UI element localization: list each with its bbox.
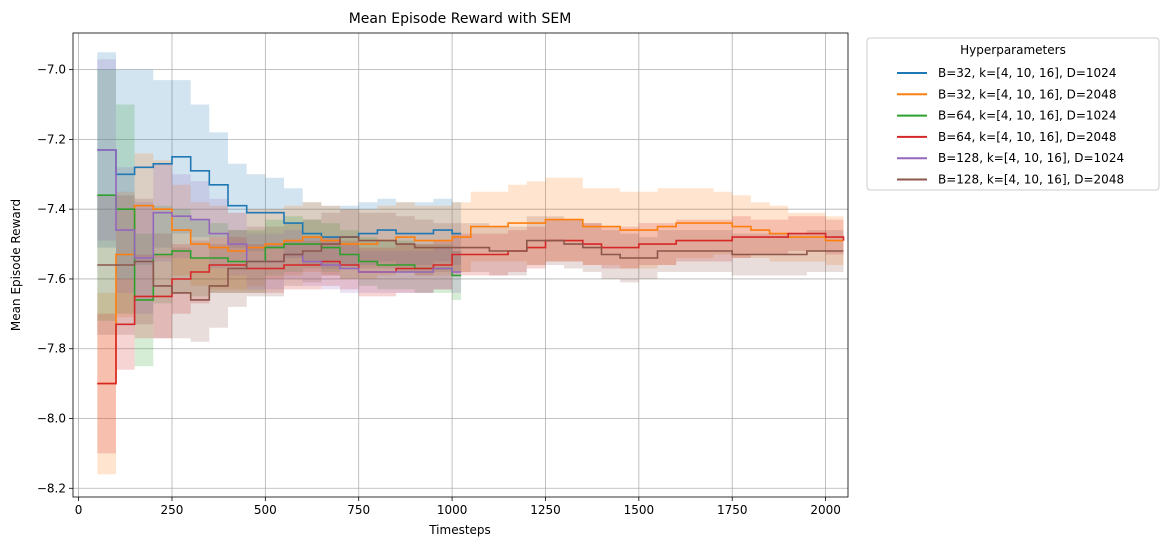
plot-frame (72, 32, 849, 498)
sem-bands (97, 52, 844, 475)
legend-entry: B=32, k=[4, 10, 16], D=1024 (938, 66, 1116, 80)
legend-entry: B=32, k=[4, 10, 16], D=2048 (938, 87, 1116, 101)
y-axis-label: Mean Episode Reward (9, 199, 23, 331)
x-tick-label: 500 (254, 503, 277, 517)
y-tick-label: −8.0 (37, 412, 66, 426)
y-tick-label: −7.4 (37, 202, 66, 216)
legend-entry: B=64, k=[4, 10, 16], D=2048 (938, 130, 1116, 144)
x-axis-ticks: 0 250 500 750 1000 1250 1500 1750 2000 (75, 497, 841, 517)
y-tick-label: −7.0 (37, 63, 66, 77)
x-axis-label: Timesteps (428, 523, 491, 537)
x-tick-label: 2000 (810, 503, 841, 517)
x-tick-label: 250 (161, 503, 184, 517)
y-tick-label: −8.2 (37, 481, 66, 495)
series-line (97, 149, 462, 238)
series-line (97, 204, 844, 385)
sem-band (97, 59, 462, 314)
x-tick-label: 1250 (530, 503, 561, 517)
legend-entry: B=128, k=[4, 10, 16], D=2048 (938, 173, 1124, 187)
series-line (97, 236, 844, 301)
chart-title: Mean Episode Reward with SEM (349, 11, 572, 27)
sem-band (97, 216, 844, 454)
legend-entry: B=128, k=[4, 10, 16], D=1024 (938, 151, 1124, 165)
y-tick-label: −7.6 (37, 272, 66, 286)
sem-band (97, 69, 462, 367)
y-axis-ticks: −8.2 −8.0 −7.8 −7.6 −7.4 −7.2 −7.0 (37, 63, 73, 495)
x-tick-label: 750 (347, 503, 370, 517)
x-tick-label: 1750 (717, 503, 748, 517)
sem-band (97, 195, 844, 342)
legend-title: Hyperparameters (960, 43, 1066, 57)
x-tick-label: 1500 (624, 503, 655, 517)
sem-band (97, 153, 844, 475)
legend-frame (866, 37, 1160, 191)
x-tick-label: 0 (75, 503, 83, 517)
legend-entry: B=64, k=[4, 10, 16], D=1024 (938, 109, 1116, 123)
x-tick-label: 1000 (437, 503, 468, 517)
sem-band (97, 52, 462, 280)
series-line (97, 232, 845, 385)
series-lines (97, 149, 845, 385)
grid (73, 33, 848, 497)
y-tick-label: −7.8 (37, 342, 66, 356)
y-tick-label: −7.2 (37, 132, 66, 146)
legend: Hyperparameters B=32, k=[4, 10, 16], D=1… (866, 37, 1160, 191)
